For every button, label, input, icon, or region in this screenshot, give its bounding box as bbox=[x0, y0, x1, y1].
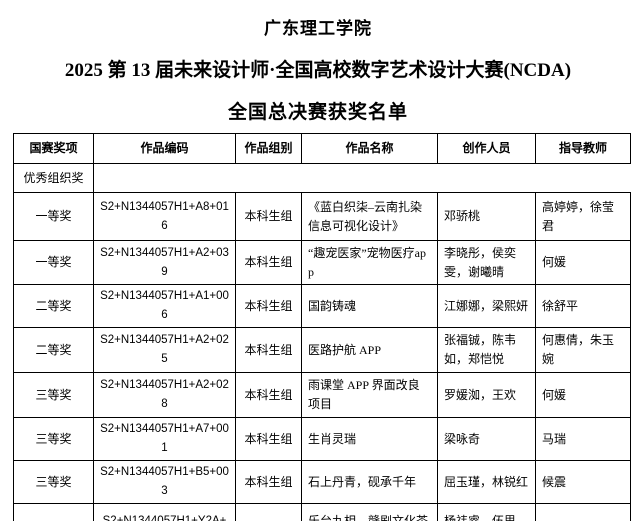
table-row: 一等奖 S2+N1344057H1+A2+039 本科生组 “趣宠医家”宠物医疗… bbox=[13, 240, 631, 285]
work-name-cell: 雨课堂 APP 界面改良项目 bbox=[301, 372, 438, 418]
header-teachers: 指导教师 bbox=[535, 133, 631, 164]
group-cell: 本科生组 bbox=[235, 284, 302, 328]
work-name-cell: 《蓝白织柒–云南扎染信息可视化设计》 bbox=[301, 192, 438, 241]
award-cell: 三等奖 bbox=[13, 417, 94, 461]
group-cell: 本科生组 bbox=[235, 192, 302, 241]
teachers-cell: 李莹 bbox=[535, 503, 631, 521]
work-name-cell: 生肖灵瑞 bbox=[301, 417, 438, 461]
teachers-cell: 何媛 bbox=[535, 240, 631, 285]
merged-empty-cell bbox=[93, 163, 631, 193]
document-header: 广东理工学院 2025 第 13 届未来设计师·全国高校数字艺术设计大赛(NCD… bbox=[0, 0, 636, 124]
institution-title: 广东理工学院 bbox=[264, 19, 372, 38]
group-cell: 本科生组 bbox=[235, 327, 302, 373]
group-cell: 本科生组 bbox=[235, 417, 302, 461]
code-cell: S2+N1344057H1+A8+016 bbox=[93, 192, 236, 241]
teachers-cell: 徐舒平 bbox=[535, 284, 631, 328]
code-cell: S2+N1344057H1+A7+001 bbox=[93, 417, 236, 461]
table-row: 三等奖 S2+N1344057H1+A7+001 本科生组 生肖灵瑞 梁咏奇 马… bbox=[13, 417, 631, 461]
code-cell: S2+N1344057H1+Y2A+001 bbox=[93, 503, 236, 521]
teachers-cell: 马瑞 bbox=[535, 417, 631, 461]
group-cell: 本科生组 bbox=[235, 503, 302, 521]
work-name-cell: 国韵铸魂 bbox=[301, 284, 438, 328]
teachers-cell: 候震 bbox=[535, 460, 631, 504]
table-row: 二等奖 S2+N1344057H1+A2+025 本科生组 医路护航 APP 张… bbox=[13, 327, 631, 373]
group-cell: 本科生组 bbox=[235, 460, 302, 504]
teachers-cell: 何媛 bbox=[535, 372, 631, 418]
creators-cell: 罗媛洳，王欢 bbox=[437, 372, 536, 418]
work-name-cell: “趣宠医家”宠物医疗app bbox=[301, 240, 438, 285]
code-cell: S2+N1344057H1+A2+039 bbox=[93, 240, 236, 285]
award-cell: 二等奖 bbox=[13, 327, 94, 373]
award-cell: 三等奖 bbox=[13, 503, 94, 521]
creators-cell: 张福铖，陈韦如，郑恺悦 bbox=[437, 327, 536, 373]
code-cell: S2+N1344057H1+A2+028 bbox=[93, 372, 236, 418]
award-cell: 二等奖 bbox=[13, 284, 94, 328]
creators-cell: 杨祎睿，伍思羽，梁小敏 bbox=[437, 503, 536, 521]
awards-table: 国赛奖项 作品编码 作品组别 作品名称 创作人员 指导教师 优秀组织奖 一等奖 … bbox=[13, 133, 631, 521]
creators-cell: 李晓彤，侯奕雯，谢曦晴 bbox=[437, 240, 536, 285]
creators-cell: 邓骄桃 bbox=[437, 192, 536, 241]
header-code: 作品编码 bbox=[93, 133, 236, 164]
table-row: 三等奖 S2+N1344057H1+Y2A+001 本科生组 乐台九相—赣剧文化… bbox=[13, 503, 631, 521]
award-cell: 三等奖 bbox=[13, 460, 94, 504]
code-cell: S2+N1344057H1+A2+025 bbox=[93, 327, 236, 373]
teachers-cell: 高婷婷，徐莹君 bbox=[535, 192, 631, 241]
table-row: 一等奖 S2+N1344057H1+A8+016 本科生组 《蓝白织柒–云南扎染… bbox=[13, 192, 631, 241]
table-row: 优秀组织奖 bbox=[13, 163, 631, 193]
table-header-row: 国赛奖项 作品编码 作品组别 作品名称 创作人员 指导教师 bbox=[13, 133, 631, 164]
creators-cell: 梁咏奇 bbox=[437, 417, 536, 461]
group-cell: 本科生组 bbox=[235, 372, 302, 418]
work-name-cell: 石上丹青，砚承千年 bbox=[301, 460, 438, 504]
group-cell: 本科生组 bbox=[235, 240, 302, 285]
list-title: 全国总决赛获奖名单 bbox=[227, 102, 408, 123]
award-cell: 一等奖 bbox=[13, 240, 94, 285]
award-cell: 优秀组织奖 bbox=[13, 163, 94, 193]
table-row: 三等奖 S2+N1344057H1+B5+003 本科生组 石上丹青，砚承千年 … bbox=[13, 460, 631, 504]
work-name-cell: 乐台九相—赣剧文化茶杯设计 bbox=[301, 503, 438, 521]
creators-cell: 江娜娜，梁熙妍 bbox=[437, 284, 536, 328]
award-cell: 三等奖 bbox=[13, 372, 94, 418]
teachers-cell: 何惠倩，朱玉婉 bbox=[535, 327, 631, 373]
competition-title: 2025 第 13 届未来设计师·全国高校数字艺术设计大赛(NCDA) bbox=[64, 60, 572, 81]
creators-cell: 屈玉瑾，林锐红 bbox=[437, 460, 536, 504]
code-cell: S2+N1344057H1+A1+006 bbox=[93, 284, 236, 328]
table-row: 二等奖 S2+N1344057H1+A1+006 本科生组 国韵铸魂 江娜娜，梁… bbox=[13, 284, 631, 328]
table-row: 三等奖 S2+N1344057H1+A2+028 本科生组 雨课堂 APP 界面… bbox=[13, 372, 631, 418]
header-creators: 创作人员 bbox=[437, 133, 536, 164]
header-work-name: 作品名称 bbox=[301, 133, 438, 164]
work-name-cell: 医路护航 APP bbox=[301, 327, 438, 373]
award-cell: 一等奖 bbox=[13, 192, 94, 241]
header-group: 作品组别 bbox=[235, 133, 302, 164]
header-award: 国赛奖项 bbox=[13, 133, 94, 164]
code-cell: S2+N1344057H1+B5+003 bbox=[93, 460, 236, 504]
